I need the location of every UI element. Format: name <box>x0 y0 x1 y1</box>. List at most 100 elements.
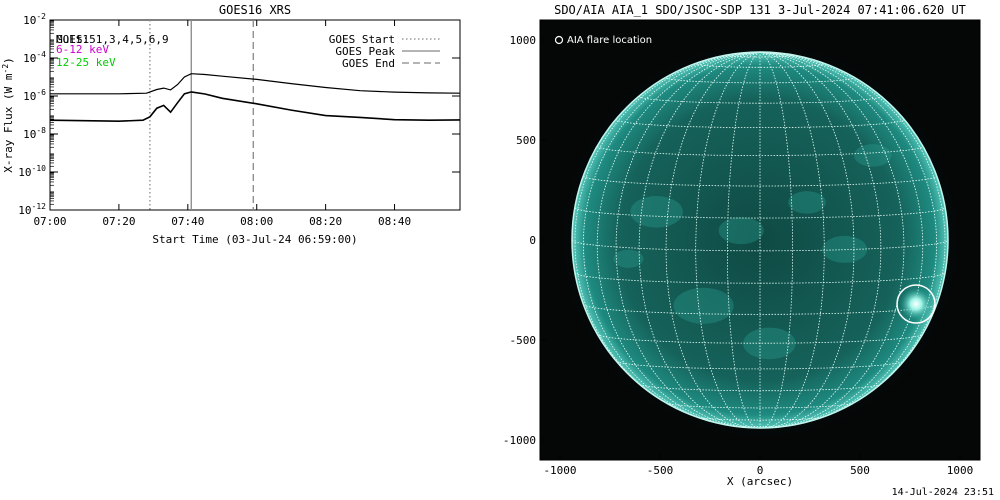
goes-legend-left-entry: 12-25 keV <box>56 56 116 69</box>
solar-disk <box>572 52 948 428</box>
active-region-blotch <box>673 287 734 324</box>
goes-plot-frame <box>49 19 461 211</box>
aia-plot-frame <box>539 19 981 461</box>
latitude-line <box>574 207 946 219</box>
goes-legend-left-entry: GOES15 <box>56 33 96 46</box>
aia-x-ticks: -1000 -500 0 500 1000 <box>543 454 973 477</box>
aia-y-tick-label: 1000 <box>510 34 537 47</box>
active-region-blotch <box>613 249 644 268</box>
active-regions <box>613 144 892 360</box>
longitude-line <box>727 51 761 429</box>
longitude-line <box>759 51 825 429</box>
latitude-line <box>583 175 937 187</box>
goes-event-lines <box>149 20 254 210</box>
aia-chart-title: SDO/AIA AIA_1 SDO/JSOC-SDP 131 3-Jul-202… <box>554 3 966 17</box>
active-region-blotch <box>822 235 868 263</box>
flare-location-circle <box>896 284 936 324</box>
longitude-line <box>759 51 937 425</box>
longitude-line <box>759 51 882 428</box>
latitude-line <box>665 77 855 84</box>
longitude-line <box>759 51 949 234</box>
longitude-line <box>759 51 946 418</box>
active-region-blotch <box>854 144 892 167</box>
latitude-line <box>597 146 923 156</box>
goes-y-tick-label: 10-6 <box>23 88 46 103</box>
aia-y-tick-label: 0 <box>529 234 536 247</box>
active-region-blotch <box>718 217 764 245</box>
goes-y-tick-label: 10-2 <box>23 12 46 27</box>
latitude-line <box>583 304 937 315</box>
latitude-line <box>666 402 854 409</box>
solar-limb <box>571 51 949 429</box>
goes-x-tick-label: 07:40 <box>171 215 204 228</box>
latitude-line <box>597 333 923 344</box>
goes-legend-right-entry: GOES Peak <box>335 45 395 58</box>
goes-x-tick-label: 07:00 <box>33 215 66 228</box>
goes-series-line <box>50 73 461 95</box>
flare-glow <box>900 288 932 320</box>
latitude-line <box>727 54 793 58</box>
latitude-line <box>571 240 949 252</box>
aia-x-axis-label: X (arcsec) <box>727 475 793 488</box>
aia-x-tick-label: 500 <box>850 464 870 477</box>
goes-x-axis-label: Start Time (03-Jul-24 06:59:00) <box>152 233 357 246</box>
longitude-line <box>615 51 761 428</box>
longitude-line <box>759 51 793 429</box>
goes-y-axis-label: X-ray Flux (W m-2) <box>1 57 15 173</box>
goes-x-tick-label: 08:40 <box>378 215 411 228</box>
goes-chart-title: GOES16 XRS <box>219 3 291 17</box>
goes-y-ticks: 10-2 10-4 10-6 10-8 10-10 10-12 <box>18 12 460 217</box>
aia-x-tick-label: -1000 <box>543 464 576 477</box>
longitude-line <box>708 51 761 60</box>
goes-y-tick-label: 10-4 <box>23 50 46 65</box>
latitude-line <box>729 425 791 428</box>
aia-y-tick-label: -1000 <box>503 434 536 447</box>
aia-y-tick-label: 500 <box>516 134 536 147</box>
longitude-line <box>695 51 761 429</box>
goes-x-tick-label: 08:20 <box>309 215 342 228</box>
goes-y-tick-label: 10-12 <box>18 202 46 217</box>
goes-legend-left-entry: Mult: 1,3,4,5,6,9 <box>56 33 169 46</box>
latitude-line <box>574 272 946 284</box>
flare-legend-text: AIA flare location <box>567 35 652 46</box>
goes-xrs-chart: GOES16 XRS 07:00 07:20 07:40 08:00 08:20 08:4… <box>1 3 461 246</box>
aia-x-tick-label: 1000 <box>947 464 974 477</box>
longitude-line <box>759 51 905 428</box>
aia-y-tick-label: -500 <box>510 334 537 347</box>
longitude-line <box>583 51 761 425</box>
goes-x-ticks: 07:00 07:20 07:40 08:00 08:20 08:40 <box>33 20 411 228</box>
latitude-line <box>616 361 904 370</box>
goes-legend-left-entry: 6-12 keV <box>56 43 109 56</box>
longitude-line <box>571 51 761 234</box>
longitude-line <box>638 51 761 428</box>
longitude-line <box>735 51 761 54</box>
goes-series-group <box>49 73 461 123</box>
footer-timestamp: 14-Jul-2024 23:51 <box>891 487 994 498</box>
goes-legend-right-entry: GOES Start <box>329 33 395 46</box>
solar-corona <box>549 29 971 451</box>
longitude-line <box>665 51 761 429</box>
longitude-line <box>759 51 785 54</box>
aia-x-tick-label: -500 <box>647 464 674 477</box>
longitude-line <box>574 51 761 418</box>
goes-y-tick-label: 10-10 <box>18 164 46 179</box>
latitude-line <box>638 96 882 104</box>
aia-image-background <box>540 20 980 460</box>
active-region-blotch <box>743 327 796 360</box>
goes-x-tick-label: 08:00 <box>240 215 273 228</box>
longitude-line <box>759 51 812 60</box>
goes-y-tick-label: 10-8 <box>23 126 46 141</box>
latitude-line <box>696 416 824 421</box>
longitude-line <box>759 51 855 429</box>
active-region-blotch <box>788 191 826 214</box>
active-region-blotch <box>630 196 683 228</box>
latitude-line <box>615 119 905 128</box>
longitude-line <box>759 51 924 427</box>
aia-x-tick-label: 0 <box>757 464 764 477</box>
goes-legend-right-entry: GOES End <box>342 57 395 70</box>
flare-legend-icon <box>554 35 564 45</box>
aia-y-ticks: -1000 -500 0 500 1000 <box>503 34 546 447</box>
latitude-line <box>639 384 881 392</box>
